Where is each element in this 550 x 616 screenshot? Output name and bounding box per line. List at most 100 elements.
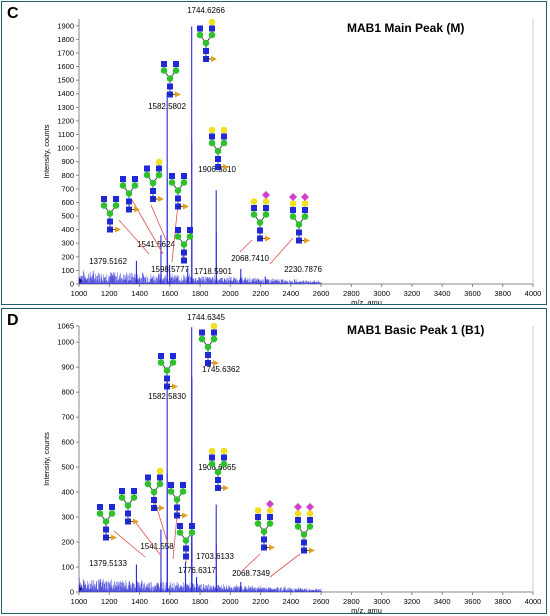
y-axis-label: Intensity, counts bbox=[42, 124, 51, 178]
fucose-triangle bbox=[134, 206, 140, 213]
hexose-circle bbox=[266, 520, 274, 527]
glcnac-square bbox=[205, 352, 211, 358]
leader-line bbox=[150, 204, 167, 241]
y-tick-label: 1800 bbox=[57, 35, 74, 44]
panel-letter: C bbox=[7, 5, 19, 22]
hexose-circle bbox=[156, 467, 164, 475]
glycan-icon bbox=[289, 193, 310, 244]
x-tick-label: 4000 bbox=[525, 597, 542, 606]
x-tick-label: 3800 bbox=[494, 597, 511, 606]
peak-label: 1379.5162 bbox=[89, 257, 127, 266]
glcnac-square bbox=[126, 198, 132, 205]
leader-line bbox=[239, 239, 253, 253]
glcnac-square bbox=[211, 329, 217, 336]
glcnac-square bbox=[189, 523, 195, 529]
sialic-diamond bbox=[301, 193, 309, 201]
hexose-circle bbox=[295, 221, 303, 228]
hexose-circle bbox=[196, 31, 204, 39]
glcnac-square bbox=[181, 173, 187, 179]
hexose-circle bbox=[250, 198, 258, 205]
glycan-icon bbox=[118, 488, 139, 525]
panel-letter: D bbox=[7, 312, 19, 329]
y-tick-label: 600 bbox=[61, 198, 74, 207]
glcnac-square bbox=[167, 83, 173, 90]
glcnac-square bbox=[187, 227, 193, 233]
fucose-triangle bbox=[158, 196, 164, 202]
leader-line bbox=[241, 553, 261, 572]
glcnac-square bbox=[158, 353, 164, 359]
glcnac-square bbox=[181, 257, 187, 264]
peak-label: 2230.7876 bbox=[284, 265, 322, 274]
glycan-icon bbox=[143, 158, 164, 202]
peak-label: 1718.5901 bbox=[194, 267, 232, 276]
glcnac-square bbox=[97, 504, 103, 510]
hexose-circle bbox=[208, 460, 216, 468]
hexose-circle bbox=[174, 187, 182, 194]
hexose-circle bbox=[306, 523, 314, 530]
glcnac-square bbox=[150, 188, 156, 194]
hexose-circle bbox=[208, 139, 216, 147]
hexose-circle bbox=[96, 510, 104, 517]
glcnac-square bbox=[125, 510, 131, 517]
y-tick-label: 600 bbox=[61, 438, 74, 447]
fucose-triangle bbox=[211, 56, 217, 62]
fucose-triangle bbox=[172, 383, 178, 390]
hexose-circle bbox=[250, 211, 258, 218]
glcnac-square bbox=[209, 454, 215, 461]
x-tick-label: 2800 bbox=[343, 597, 360, 606]
axis-origin-marker bbox=[79, 586, 83, 592]
glcnac-square bbox=[164, 375, 170, 382]
hexose-circle bbox=[157, 359, 165, 366]
glcnac-square bbox=[145, 474, 151, 481]
peak-label: 1379.5133 bbox=[89, 559, 127, 568]
hexose-circle bbox=[144, 480, 152, 488]
hexose-circle bbox=[167, 488, 175, 495]
sialic-diamond bbox=[289, 193, 297, 201]
x-tick-label: 2000 bbox=[222, 289, 239, 298]
glycan-icon bbox=[176, 523, 196, 560]
x-tick-label: 3600 bbox=[464, 597, 481, 606]
glcnac-square bbox=[215, 156, 221, 162]
glcnac-square bbox=[169, 173, 175, 179]
peak-label: 1744.6345 bbox=[187, 313, 225, 322]
fucose-triangle bbox=[183, 203, 189, 210]
hexose-circle bbox=[119, 182, 127, 189]
hexose-circle bbox=[163, 367, 171, 374]
y-tick-label: 1065 bbox=[57, 322, 74, 331]
hexose-circle bbox=[176, 529, 184, 536]
chart-title: MAB1 Main Peak (M) bbox=[347, 21, 465, 35]
y-tick-label: 700 bbox=[61, 184, 74, 193]
sialic-diamond bbox=[306, 503, 314, 511]
glcnac-square bbox=[157, 474, 163, 481]
hexose-circle bbox=[198, 335, 206, 343]
glcnac-square bbox=[295, 517, 301, 523]
hexose-circle bbox=[294, 523, 302, 530]
x-tick-label: 3200 bbox=[404, 597, 421, 606]
hexose-circle bbox=[156, 480, 164, 488]
x-tick-label: 2200 bbox=[252, 597, 269, 606]
glcnac-square bbox=[290, 207, 296, 213]
fucose-triangle bbox=[213, 360, 219, 366]
x-tick-label: 1200 bbox=[101, 597, 118, 606]
fucose-triangle bbox=[182, 512, 188, 519]
hexose-circle bbox=[301, 200, 309, 207]
x-tick-label: 1800 bbox=[192, 289, 209, 298]
hexose-circle bbox=[155, 171, 163, 179]
x-axis-label: m/z, amu bbox=[351, 606, 382, 614]
hexose-circle bbox=[306, 510, 314, 517]
hexose-circle bbox=[124, 502, 132, 509]
glycan-icon bbox=[198, 322, 219, 366]
glcnac-square bbox=[132, 176, 138, 182]
hexose-circle bbox=[208, 31, 216, 39]
peak-label: 1541.558 bbox=[140, 542, 174, 551]
glcnac-square bbox=[263, 205, 269, 211]
glcnac-square bbox=[181, 249, 187, 256]
y-tick-label: 700 bbox=[61, 413, 74, 422]
hexose-circle bbox=[169, 359, 177, 366]
glcnac-square bbox=[119, 488, 125, 494]
y-tick-label: 100 bbox=[61, 563, 74, 572]
hexose-circle bbox=[180, 241, 188, 248]
glcnac-square bbox=[199, 329, 205, 336]
glycan-icon bbox=[157, 353, 178, 390]
leader-line bbox=[269, 553, 301, 578]
